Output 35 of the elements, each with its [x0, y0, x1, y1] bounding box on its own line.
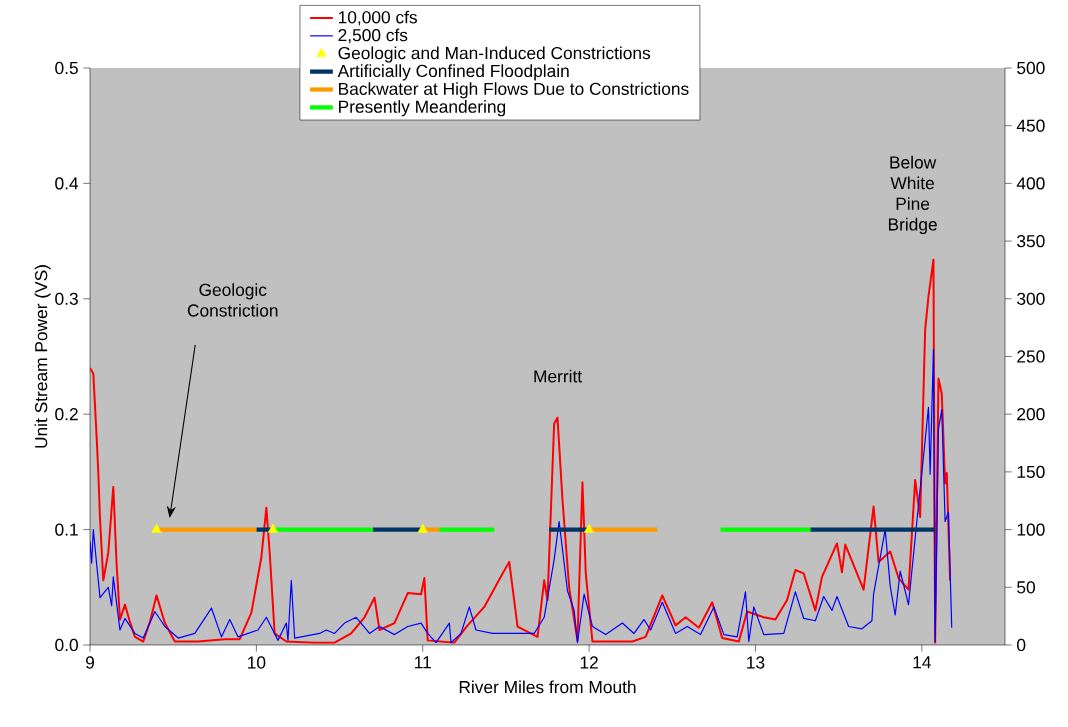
y2-tick-label: 400: [1016, 177, 1045, 190]
x-axis-title: River Miles from Mouth: [459, 680, 636, 694]
y2-tick-label: 0: [1017, 638, 1026, 652]
y-axis-title: Unit Stream Power (VS): [34, 265, 51, 448]
legend-label: Backwater at High Flows Due to Constrictions: [339, 82, 689, 99]
annotation: Merritt: [534, 369, 582, 383]
legend-label: Artificially Confined Floodplain: [337, 64, 569, 81]
y-tick-label: 0.0: [55, 638, 78, 652]
legend-label: Presently Meandering: [339, 100, 506, 117]
y-tick-label: 0.3: [55, 292, 78, 305]
y2-tick-label: 250: [1017, 350, 1045, 363]
x-tick-label: 12: [580, 656, 598, 669]
y-tick-label: 0.5: [55, 61, 78, 75]
x-tick-label: 13: [747, 656, 765, 669]
x-tick-label: 9: [86, 656, 95, 669]
y2-tick-label: 50: [1017, 581, 1035, 594]
legend-label: Geologic and Man-Induced Constrictions: [338, 46, 651, 63]
y2-tick-label: 500: [1017, 61, 1045, 75]
line-series: [90, 258, 952, 644]
x-tick-label: 10: [248, 656, 266, 669]
y2-tick-label: 100: [1017, 523, 1045, 536]
y2-tick-label: 450: [1016, 119, 1045, 132]
y-tick-label: 0.4: [55, 177, 79, 190]
y-tick-label: 0.1: [55, 523, 78, 536]
y2-tick-label: 350: [1017, 234, 1045, 248]
y2-tick-label: 300: [1017, 292, 1045, 305]
y2-tick-label: 150: [1017, 465, 1045, 479]
annotation: Geologic Constriction: [187, 283, 278, 317]
y2-tick-label: 200: [1017, 408, 1045, 421]
x-tick-label: 11: [415, 656, 431, 669]
x-tick-label: 14: [913, 656, 931, 669]
annotation: Below White Pine Bridge: [888, 155, 937, 235]
legend-label: 2,500 cfs: [338, 28, 408, 44]
legend-label: 10,000 cfs: [338, 10, 417, 26]
y-tick-label: 0.2: [55, 408, 78, 421]
